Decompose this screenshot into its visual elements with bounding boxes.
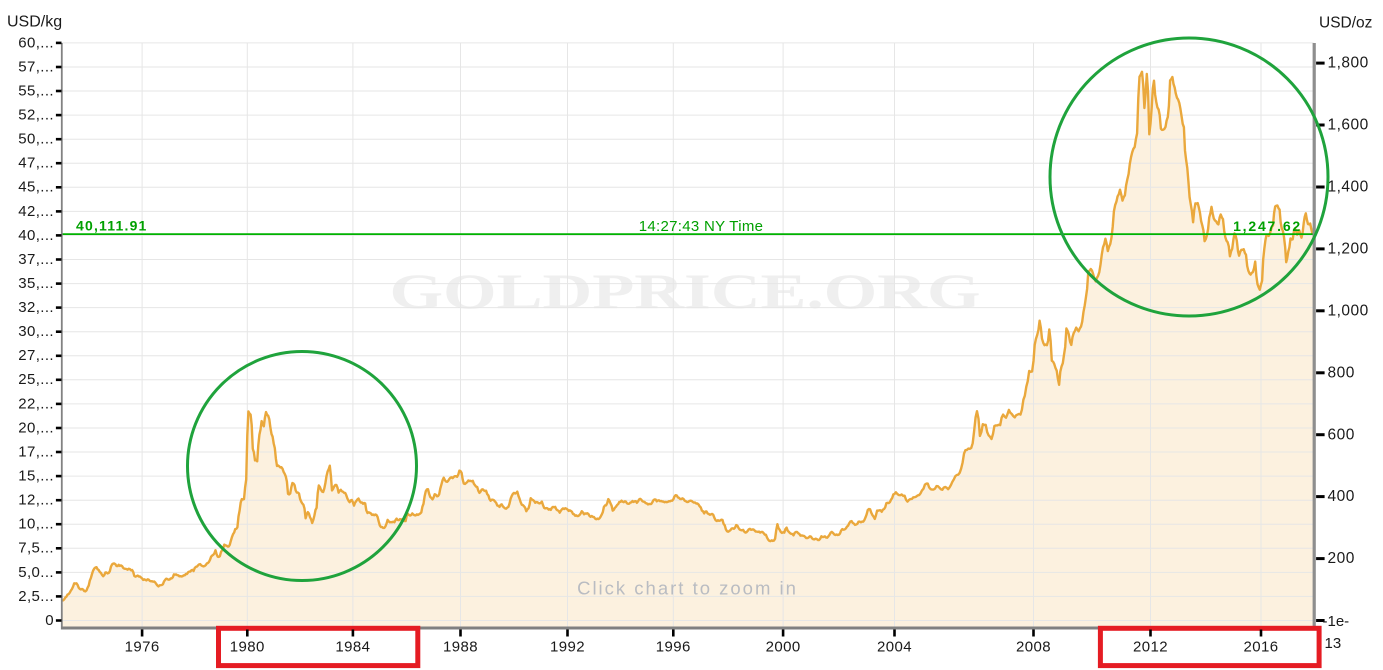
- svg-text:2008: 2008: [1016, 639, 1051, 656]
- svg-text:200: 200: [1328, 550, 1355, 567]
- svg-text:2,5...: 2,5...: [18, 588, 54, 605]
- svg-text:600: 600: [1328, 426, 1355, 443]
- svg-text:800: 800: [1328, 364, 1355, 381]
- svg-text:57,...: 57,...: [18, 58, 54, 75]
- svg-text:2016: 2016: [1244, 639, 1279, 656]
- svg-text:1,600: 1,600: [1328, 117, 1369, 134]
- svg-text:22,...: 22,...: [18, 395, 54, 412]
- svg-text:40,111.91: 40,111.91: [76, 218, 148, 234]
- svg-text:1,800: 1,800: [1328, 55, 1369, 72]
- svg-text:60,...: 60,...: [18, 34, 54, 51]
- svg-text:27,...: 27,...: [18, 347, 54, 364]
- svg-text:0: 0: [45, 612, 54, 629]
- svg-text:1,247.62: 1,247.62: [1233, 218, 1302, 234]
- svg-text:5,0...: 5,0...: [18, 564, 54, 581]
- svg-text:37,...: 37,...: [18, 251, 54, 268]
- svg-text:USD/oz: USD/oz: [1319, 15, 1372, 32]
- svg-text:1992: 1992: [550, 639, 585, 656]
- svg-text:47,...: 47,...: [18, 155, 54, 172]
- svg-text:50,...: 50,...: [18, 131, 54, 148]
- svg-text:2004: 2004: [877, 639, 912, 656]
- svg-text:14:27:43 NY Time: 14:27:43 NY Time: [639, 218, 764, 235]
- svg-text:1976: 1976: [125, 639, 160, 656]
- svg-text:13: 13: [1325, 635, 1342, 652]
- svg-text:42,...: 42,...: [18, 203, 54, 220]
- svg-text:30,...: 30,...: [18, 323, 54, 340]
- svg-text:12,...: 12,...: [18, 492, 54, 509]
- svg-text:35,...: 35,...: [18, 275, 54, 292]
- svg-text:1,200: 1,200: [1328, 241, 1369, 258]
- svg-text:52,...: 52,...: [18, 107, 54, 124]
- svg-text:20,...: 20,...: [18, 419, 54, 436]
- svg-text:USD/kg: USD/kg: [7, 14, 62, 31]
- svg-text:1996: 1996: [656, 639, 691, 656]
- svg-text:10,...: 10,...: [18, 516, 54, 533]
- svg-text:17,...: 17,...: [18, 443, 54, 460]
- svg-text:1984: 1984: [335, 639, 370, 656]
- svg-text:1980: 1980: [230, 639, 265, 656]
- svg-text:-1e-: -1e-: [1323, 613, 1350, 630]
- svg-text:55,...: 55,...: [18, 82, 54, 99]
- svg-text:2000: 2000: [766, 639, 801, 656]
- svg-text:45,...: 45,...: [18, 179, 54, 196]
- svg-text:GOLDPRICE.ORG: GOLDPRICE.ORG: [390, 263, 981, 319]
- svg-text:40,...: 40,...: [18, 227, 54, 244]
- svg-text:1,000: 1,000: [1328, 302, 1369, 319]
- svg-text:32,...: 32,...: [18, 299, 54, 316]
- svg-text:25,...: 25,...: [18, 371, 54, 388]
- svg-text:2012: 2012: [1133, 639, 1168, 656]
- svg-text:1,400: 1,400: [1328, 179, 1369, 196]
- svg-text:Click chart to zoom in: Click chart to zoom in: [577, 578, 798, 599]
- svg-text:1988: 1988: [443, 639, 478, 656]
- svg-text:7,5...: 7,5...: [18, 540, 54, 557]
- svg-text:15,...: 15,...: [18, 468, 54, 485]
- svg-text:400: 400: [1328, 488, 1355, 505]
